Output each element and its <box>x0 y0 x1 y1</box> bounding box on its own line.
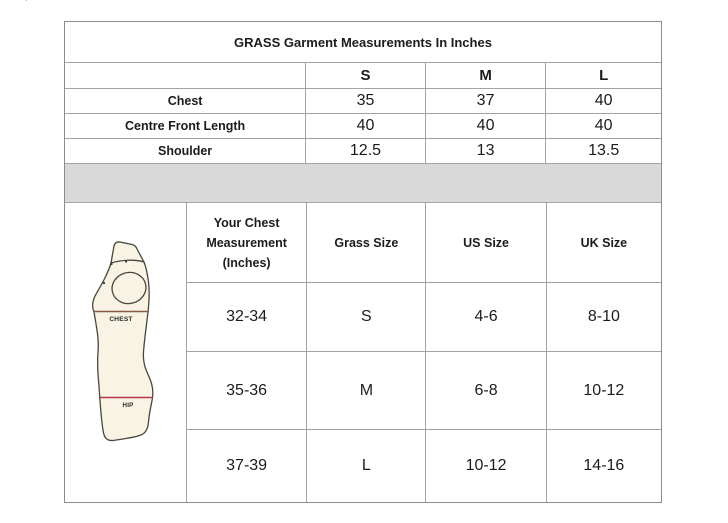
row1-us-size: 4-6 <box>426 283 547 352</box>
header-us-size: US Size <box>426 203 547 283</box>
header-grass-size: Grass Size <box>307 203 427 283</box>
row2-uk-size: 10-12 <box>546 352 661 430</box>
row2-grass-size: M <box>307 352 427 430</box>
row1-grass-size: S <box>307 283 427 352</box>
garment-measurements-table: S M L Chest 35 37 40 Centre Front Length… <box>65 63 661 164</box>
gray-separator-band <box>65 164 661 203</box>
row2-us-size: 6-8 <box>426 352 547 430</box>
row3-uk-size: 14-16 <box>583 457 625 474</box>
chest-value-s: 35 <box>306 89 426 114</box>
stray-apostrophe-mark: ` <box>23 0 28 13</box>
size-column-header-l: L <box>546 63 661 89</box>
chest-value-l: 40 <box>546 89 661 114</box>
header-your-chest-measurement: Your Chest Measurement (Inches) <box>187 203 308 283</box>
chest-line-label: CHEST <box>109 316 132 323</box>
chest-value-m: 37 <box>425 89 547 114</box>
cfl-value-m: 40 <box>425 114 547 139</box>
cfl-value-l: 40 <box>546 114 661 139</box>
size-column-header-m: M <box>425 63 547 89</box>
top-table-title: GRASS Garment Measurements In Inches <box>234 34 492 50</box>
mannequin-tick-neck <box>110 262 113 266</box>
size-conversion-table: CHEST HIP Your Chest Measurement (Inches… <box>65 203 661 502</box>
size-column-header-s: S <box>306 63 426 89</box>
mannequin-armhole <box>111 271 147 305</box>
cfl-value-s: 40 <box>306 114 426 139</box>
row-label-shoulder: Shoulder <box>65 139 307 164</box>
row-label-centre-front-length: Centre Front Length <box>65 114 307 139</box>
shoulder-value-m: 13 <box>425 139 547 164</box>
row3-chest-range: 37-39 <box>187 430 308 502</box>
top-table-corner-cell <box>65 63 307 89</box>
row1-uk-size: 8-10 <box>546 283 661 352</box>
mannequin-figure-cell: CHEST HIP <box>65 203 187 502</box>
size-chart-sheet: GRASS Garment Measurements In Inches S M… <box>64 21 662 503</box>
mannequin-side-view-illustration: CHEST HIP <box>91 241 154 442</box>
row-label-chest: Chest <box>65 89 307 114</box>
row3-grass-size: L <box>307 430 427 502</box>
shoulder-value-s: 12.5 <box>306 139 426 164</box>
mannequin-tick-bust <box>102 281 106 285</box>
hip-line-label: HIP <box>123 402 134 409</box>
row3-us-size: 10-12 <box>426 430 547 502</box>
row1-chest-range: 32-34 <box>187 283 308 352</box>
mannequin-neck <box>110 241 145 264</box>
mannequin-body <box>91 259 154 442</box>
shoulder-value-l: 13.5 <box>546 139 661 164</box>
mannequin-tick-shoulder <box>124 260 128 263</box>
row2-chest-range: 35-36 <box>187 352 308 430</box>
header-uk-size: UK Size <box>546 203 661 283</box>
top-table-title-row: GRASS Garment Measurements In Inches <box>65 22 661 63</box>
